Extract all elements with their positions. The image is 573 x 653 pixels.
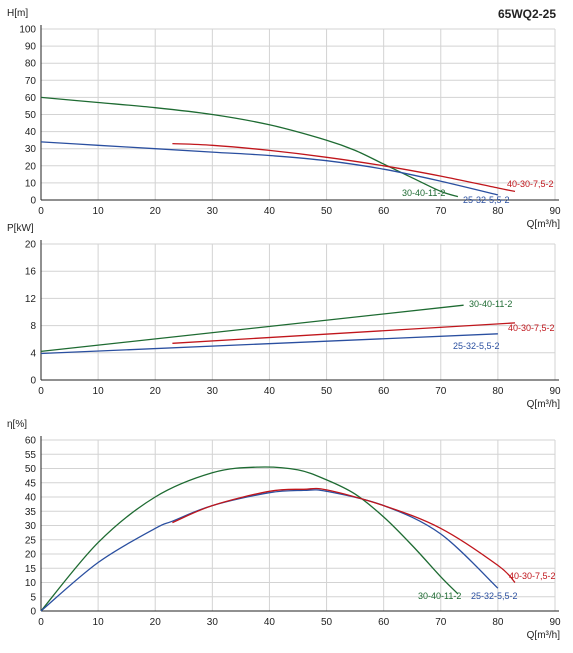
series-label: 40-30-7,5-2	[507, 179, 554, 189]
y-tick-label: 4	[30, 348, 36, 359]
x-tick-label: 50	[321, 206, 333, 217]
series-line-30-40-11-2	[40, 304, 464, 353]
y-tick-label: 15	[25, 564, 37, 575]
series-label: 30-40-11-2	[402, 188, 445, 198]
y-tick-label: 20	[25, 161, 37, 172]
y-tick-label: 30	[25, 521, 37, 532]
x-tick-label: 90	[549, 386, 561, 397]
y-tick-label: 0	[30, 196, 36, 207]
x-tick-label: 40	[264, 206, 276, 217]
y-tick-label: 0	[30, 376, 36, 387]
x-tick-label: 30	[207, 206, 219, 217]
y-tick-label: 80	[25, 59, 37, 70]
y-tick-label: 70	[25, 76, 37, 87]
x-tick-label: 20	[150, 617, 162, 628]
y-tick-label: 40	[25, 493, 37, 504]
x-tick-label: 40	[264, 617, 276, 628]
y-tick-label: 12	[25, 294, 37, 305]
x-tick-label: 60	[378, 386, 390, 397]
x-tick-label: 10	[93, 206, 105, 217]
series-label: 25-32-5,5-2	[463, 195, 510, 205]
x-tick-label: 90	[549, 617, 561, 628]
y-tick-label: 16	[25, 267, 37, 278]
series-label: 30-40-11-2	[469, 299, 512, 309]
series-line-40-30-7,5-2	[172, 322, 516, 344]
y-tick-label: 60	[25, 93, 37, 104]
y-axis-label: η[%]	[7, 419, 27, 430]
y-tick-label: 40	[25, 127, 37, 138]
x-tick-label: 70	[435, 206, 447, 217]
y-tick-label: 25	[25, 535, 37, 546]
y-tick-label: 60	[25, 436, 37, 447]
x-tick-label: 50	[321, 617, 333, 628]
y-tick-label: 35	[25, 507, 37, 518]
x-tick-label: 60	[378, 206, 390, 217]
y-tick-label: 5	[30, 592, 36, 603]
panel-1: 0 10 20 30 40 50 60 70 80 90 0 10 20 30 40 50 60 70 80 90 10…	[7, 8, 561, 230]
series-label: 40-30-7,5-2	[508, 323, 555, 333]
x-axis-label: Q[m³/h]	[527, 399, 561, 410]
series-label: 25-32-5,5-2	[453, 341, 500, 351]
x-tick-label: 40	[264, 386, 276, 397]
series-label: 25-32-5,5-2	[471, 591, 518, 601]
panel-2: 0 10 20 30 40 50 60 70 80 90 0 4 8 12 16 20 P[kW] Q[m³/h]…	[7, 223, 561, 410]
x-tick-label: 30	[207, 386, 219, 397]
y-tick-label: 100	[19, 25, 36, 36]
y-tick-label: 50	[25, 110, 37, 121]
x-tick-label: 50	[321, 386, 333, 397]
x-tick-label: 0	[38, 386, 44, 397]
x-axis-label: Q[m³/h]	[527, 219, 561, 230]
y-tick-label: 10	[25, 178, 37, 189]
x-tick-label: 80	[492, 617, 504, 628]
y-axis-label: P[kW]	[7, 223, 34, 234]
series-line-40-30-7,5-2	[172, 487, 516, 583]
series-label: 40-30-7,5-2	[509, 571, 556, 581]
y-tick-label: 30	[25, 144, 37, 155]
y-tick-label: 55	[25, 450, 37, 461]
series-line-30-40-11-2	[40, 466, 459, 612]
y-tick-label: 0	[30, 607, 36, 618]
y-tick-label: 8	[30, 321, 36, 332]
y-axis-label: H[m]	[7, 8, 28, 19]
y-tick-label: 45	[25, 478, 37, 489]
x-tick-label: 70	[435, 386, 447, 397]
x-tick-label: 70	[435, 617, 447, 628]
x-tick-label: 20	[150, 386, 162, 397]
y-tick-label: 10	[25, 578, 37, 589]
series-label: 30-40-11-2	[418, 591, 461, 601]
y-tick-label: 20	[25, 550, 37, 561]
series-line-30-40-11-2	[40, 96, 459, 198]
x-tick-label: 0	[38, 206, 44, 217]
series-line-25-32-5,5-2	[40, 489, 499, 612]
y-tick-label: 20	[25, 240, 37, 251]
series-line-40-30-7,5-2	[172, 142, 516, 193]
x-tick-label: 30	[207, 617, 219, 628]
y-tick-label: 90	[25, 42, 37, 53]
x-tick-label: 10	[93, 617, 105, 628]
x-tick-label: 90	[549, 206, 561, 217]
x-tick-label: 80	[492, 386, 504, 397]
series-line-25-32-5,5-2	[40, 141, 499, 196]
series-line-25-32-5,5-2	[40, 333, 498, 355]
x-tick-label: 20	[150, 206, 162, 217]
model-title: 65WQ2-25	[498, 7, 556, 21]
y-tick-label: 50	[25, 464, 37, 475]
x-tick-label: 60	[378, 617, 390, 628]
x-axis-label: Q[m³/h]	[527, 630, 561, 641]
x-tick-label: 0	[38, 617, 44, 628]
x-tick-label: 80	[492, 206, 504, 217]
panel-3: 0 10 20 30 40 50 60 70 80 90 0 5 10 15 20 25 30 35 40 45 50 5…	[7, 419, 561, 641]
x-tick-label: 10	[93, 386, 105, 397]
